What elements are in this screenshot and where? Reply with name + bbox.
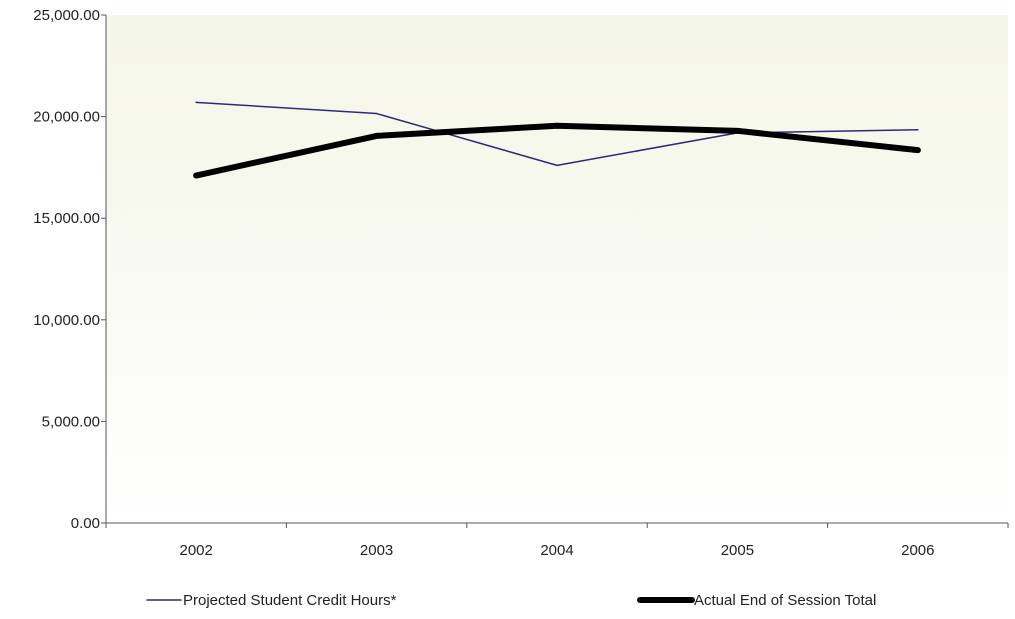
data-point (556, 164, 558, 167)
data-point (375, 112, 378, 115)
y-tick-label: 15,000.00 (33, 210, 100, 227)
series-lines (193, 101, 921, 179)
x-tick-label: 2004 (540, 542, 573, 559)
data-point (373, 132, 380, 139)
y-tick-label: 20,000.00 (33, 109, 100, 126)
y-tick-label: 5,000.00 (42, 413, 100, 430)
data-point (195, 101, 197, 104)
y-tick-label: 25,000.00 (33, 7, 100, 24)
data-point (917, 129, 919, 131)
data-point (193, 172, 200, 179)
data-point (734, 127, 741, 134)
y-tick-label: 0.00 (71, 515, 100, 532)
axes: 0.00 5,000.00 10,000.00 15,000.00 20,000.00 2… (33, 7, 1009, 559)
legend-label-1: Projected Student Credit Hours* (183, 592, 397, 609)
data-point (914, 147, 921, 154)
x-tick-label: 2002 (180, 542, 213, 559)
x-tick-label: 2006 (901, 542, 934, 559)
x-tick-label: 2005 (721, 542, 754, 559)
legend: Projected Student Credit Hours* Actual En… (146, 592, 876, 609)
data-point (554, 122, 560, 129)
y-tick-label: 10,000.00 (33, 312, 100, 329)
plot-area-background (106, 15, 1008, 523)
x-tick-label: 2003 (360, 542, 393, 559)
legend-label-2: Actual End of Session Total (694, 592, 876, 609)
